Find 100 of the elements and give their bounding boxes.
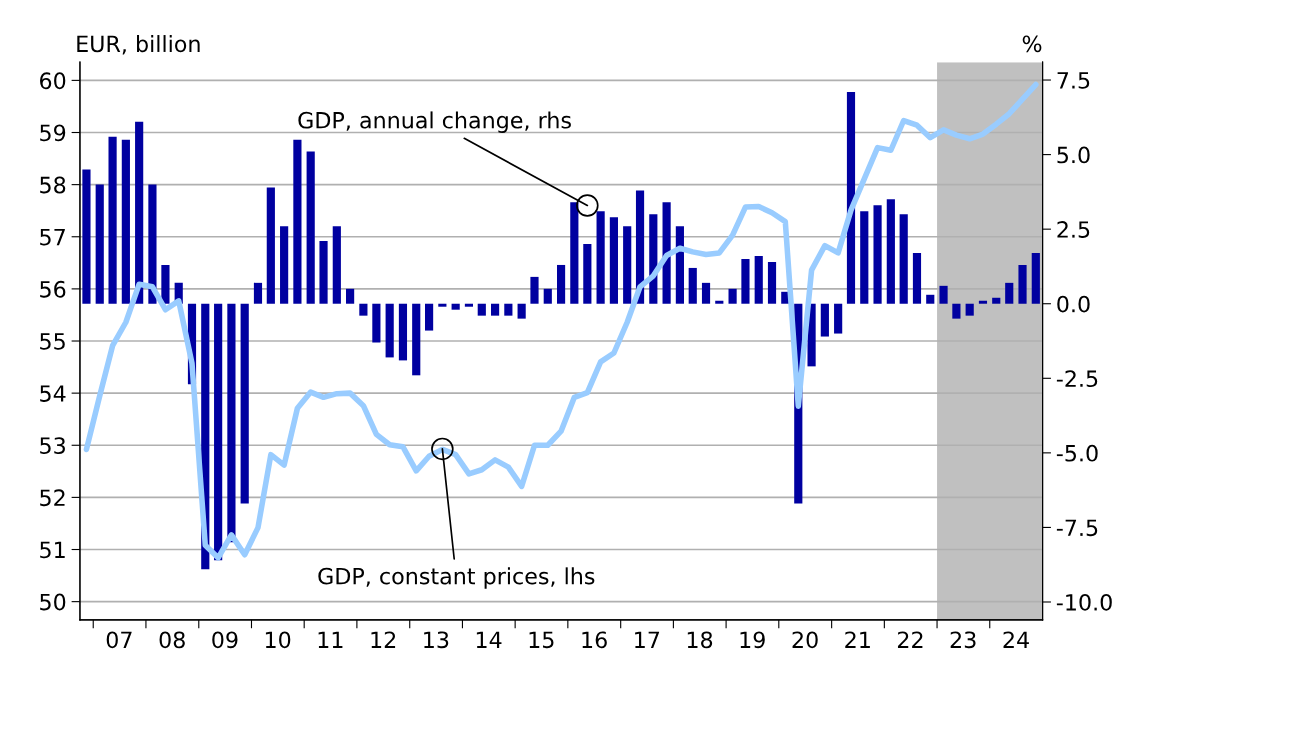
bar xyxy=(464,303,474,307)
bar xyxy=(899,214,908,304)
y-tick-label: 59 xyxy=(40,124,66,142)
x-tick-label: 10 xyxy=(265,631,291,649)
y-tick-label: 58 xyxy=(40,176,66,194)
bar xyxy=(504,303,513,316)
bar xyxy=(543,288,552,304)
bar xyxy=(438,303,447,307)
bar xyxy=(108,136,117,304)
bar xyxy=(623,226,632,304)
bar xyxy=(583,244,592,304)
bar xyxy=(570,202,579,304)
bar xyxy=(965,303,974,316)
bar xyxy=(293,139,302,304)
x-tick-label: 19 xyxy=(740,631,765,649)
bar xyxy=(741,258,750,304)
x-tick-label: 14 xyxy=(476,631,502,648)
bar xyxy=(451,303,460,310)
y-tick-label: 52 xyxy=(40,489,65,507)
y-tick-label: 50 xyxy=(40,593,66,611)
bar xyxy=(425,303,434,331)
x-tick-label: 17 xyxy=(635,631,660,648)
bar xyxy=(556,264,566,304)
y-tick-label: 57 xyxy=(40,229,65,246)
y-axis-title: EUR, billion xyxy=(77,35,200,55)
y2-tick-label: -2.5 xyxy=(1056,370,1098,388)
bar xyxy=(1005,282,1014,304)
bar xyxy=(95,184,104,304)
bar xyxy=(214,303,223,561)
bar xyxy=(530,276,539,304)
bar xyxy=(609,217,618,304)
bar xyxy=(688,267,697,304)
bar xyxy=(280,226,289,304)
y2-tick-label: -10.0 xyxy=(1056,593,1112,611)
bar xyxy=(952,303,961,319)
y2-tick-label: 5.0 xyxy=(1057,146,1090,164)
bar xyxy=(728,288,737,304)
bar xyxy=(912,253,922,304)
x-tick-label: 20 xyxy=(792,631,818,649)
bar xyxy=(332,226,341,304)
bar xyxy=(240,303,249,504)
y2-tick-label: -7.5 xyxy=(1056,519,1098,537)
y-tick-label: 60 xyxy=(40,72,66,90)
bar xyxy=(820,303,829,337)
bar xyxy=(978,300,988,304)
bar xyxy=(860,211,869,304)
bar xyxy=(227,303,236,543)
bar xyxy=(266,187,275,304)
y-tick-label: 51 xyxy=(40,541,65,559)
bar xyxy=(1031,253,1040,304)
bar xyxy=(662,202,671,304)
bar xyxy=(490,303,500,316)
y2-tick-label: 2.5 xyxy=(1057,221,1090,238)
bar xyxy=(1018,264,1027,304)
x-tick-label: 21 xyxy=(845,631,870,648)
y2-tick-label: 0.0 xyxy=(1057,295,1090,313)
bar xyxy=(346,288,355,304)
bar xyxy=(873,205,882,304)
bar xyxy=(359,303,368,316)
bar xyxy=(939,285,948,304)
bar xyxy=(372,303,381,343)
bar xyxy=(992,297,1001,304)
bar xyxy=(754,256,763,304)
y-tick-label: 55 xyxy=(40,333,65,350)
bar xyxy=(306,151,315,304)
x-tick-label: 11 xyxy=(318,631,343,648)
x-tick-label: 23 xyxy=(950,631,976,649)
x-tick-label: 16 xyxy=(582,631,607,649)
bar xyxy=(477,303,486,316)
annotation: GDP, constant prices, lhs xyxy=(318,567,595,589)
bar xyxy=(517,303,526,319)
bar xyxy=(846,91,856,304)
bar xyxy=(675,226,684,304)
x-tick-label: 09 xyxy=(212,631,238,649)
bar xyxy=(767,261,777,304)
bar xyxy=(253,282,263,304)
bar xyxy=(886,199,895,304)
bar xyxy=(398,303,408,361)
x-tick-label: 24 xyxy=(1003,631,1029,648)
x-tick-label: 08 xyxy=(159,631,185,649)
y2-tick-label: -5.0 xyxy=(1056,444,1098,462)
y2-axis-title: % xyxy=(1022,35,1042,53)
x-tick-label: 13 xyxy=(424,631,449,649)
x-tick-label: 22 xyxy=(897,631,923,648)
bar xyxy=(82,169,91,304)
bar xyxy=(385,303,394,358)
bar xyxy=(412,303,421,376)
bar xyxy=(834,303,843,334)
bar xyxy=(701,282,711,304)
bar xyxy=(596,211,605,304)
x-tick-label: 12 xyxy=(371,631,396,648)
y2-tick-label: 7.5 xyxy=(1057,72,1090,89)
x-tick-label: 18 xyxy=(687,631,713,649)
bar xyxy=(161,264,170,304)
bar xyxy=(319,241,328,304)
y-tick-label: 54 xyxy=(40,385,66,402)
bar xyxy=(926,294,935,304)
annotation: GDP, annual change, rhs xyxy=(298,111,571,133)
y-tick-label: 56 xyxy=(40,280,66,298)
x-tick-label: 07 xyxy=(106,631,132,649)
